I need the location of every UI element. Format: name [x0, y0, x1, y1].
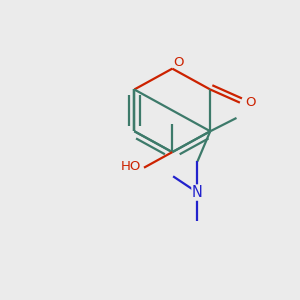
Text: N: N	[192, 185, 203, 200]
Text: O: O	[245, 96, 256, 109]
Text: O: O	[173, 56, 184, 70]
Text: HO: HO	[120, 160, 141, 173]
